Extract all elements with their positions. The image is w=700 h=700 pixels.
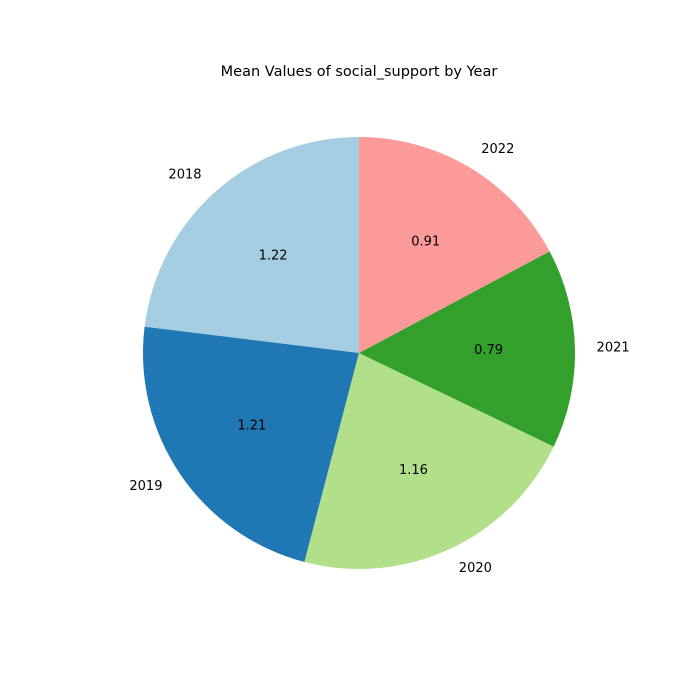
value-label-2021: 0.79 xyxy=(474,343,503,358)
value-label-2018: 1.22 xyxy=(259,248,288,263)
slice-label-2021: 2021 xyxy=(597,341,630,356)
pie-slices xyxy=(143,137,576,570)
slice-label-2019: 2019 xyxy=(129,479,162,494)
slice-label-2018: 2018 xyxy=(168,168,201,183)
pie-slice-2022 xyxy=(359,137,550,353)
slice-label-2020: 2020 xyxy=(459,561,492,576)
slice-label-2022: 2022 xyxy=(481,142,514,157)
pie-slice-2020 xyxy=(304,353,554,570)
value-label-2020: 1.16 xyxy=(399,463,428,478)
pie-labels: 2018 1.22 2019 1.21 2020 1.16 2021 0.79 2022 0.91 xyxy=(129,142,629,576)
pie-slice-2021 xyxy=(359,251,576,447)
value-label-2019: 1.21 xyxy=(237,418,266,433)
chart-title: Mean Values of social_support by Year xyxy=(221,64,498,80)
pie-slice-2019 xyxy=(143,326,359,562)
pie-slice-2018 xyxy=(144,137,359,353)
value-label-2022: 0.91 xyxy=(411,234,440,249)
